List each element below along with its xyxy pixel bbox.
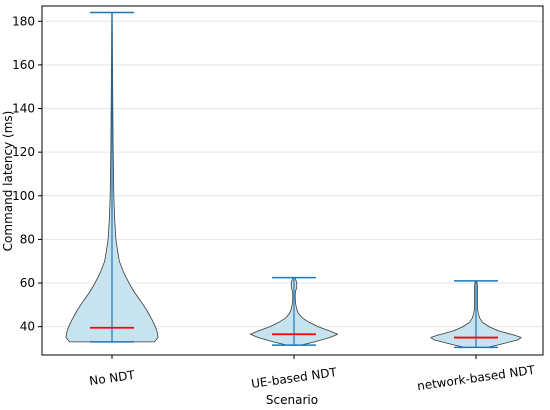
violin-group (430, 280, 522, 349)
y-tick-label: 160 (12, 58, 35, 72)
violin-group (249, 276, 339, 346)
x-tick-label: No NDT (88, 368, 136, 388)
y-axis-label: Command latency (ms) (1, 111, 15, 252)
plot-frame (41, 5, 544, 356)
y-tick-label: 60 (20, 276, 35, 290)
violins (65, 11, 522, 349)
y-tick-label: 180 (12, 14, 35, 28)
y-tick-label: 40 (20, 320, 35, 334)
y-tick-label: 140 (12, 102, 35, 116)
y-tick-label: 80 (20, 232, 35, 246)
y-tick-label: 100 (12, 189, 35, 203)
y-tick-label: 120 (12, 145, 35, 159)
violin-group (65, 11, 159, 343)
x-axis-label: Scenario (266, 393, 318, 407)
